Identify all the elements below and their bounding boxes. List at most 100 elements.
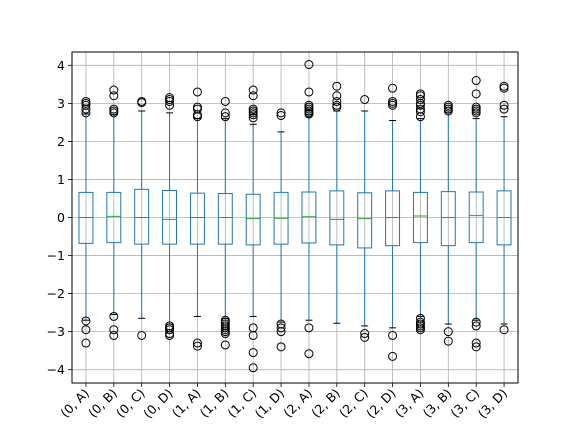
x-tick-label: (3, C) [447, 386, 482, 421]
outlier-point [499, 100, 509, 110]
outlier-point [471, 108, 481, 118]
outlier-point [192, 112, 202, 122]
y-tick-label: 1 [57, 172, 65, 187]
box-body [385, 190, 401, 247]
outlier-point [332, 91, 342, 101]
box-group [301, 60, 317, 359]
outlier-point [81, 104, 91, 114]
outlier-point [443, 106, 453, 116]
outlier-point [471, 89, 481, 99]
box-group [217, 96, 233, 350]
x-tick-label: (0, D) [140, 386, 176, 422]
outlier-point [332, 96, 342, 106]
outlier-point [276, 111, 286, 121]
box-body [106, 191, 122, 244]
outlier-point [471, 317, 481, 327]
outlier-point [276, 108, 286, 118]
outlier-point [165, 330, 175, 340]
box-group [496, 81, 512, 335]
outlier-point [109, 311, 119, 321]
outlier-point [248, 110, 258, 120]
x-tick-label: (3, D) [475, 386, 511, 422]
box-group [357, 95, 373, 342]
outlier-point [248, 330, 258, 340]
box-body [162, 189, 178, 245]
outlier-point [388, 351, 398, 361]
outlier-point [248, 348, 258, 358]
box-group [440, 100, 456, 346]
outlier-point [248, 113, 258, 123]
box-body [245, 193, 261, 246]
box-group [468, 76, 484, 352]
outlier-point [388, 83, 398, 93]
y-tick-label: −1 [47, 248, 65, 263]
outlier-point [304, 109, 314, 119]
outlier-point [109, 91, 119, 101]
outlier-point [248, 91, 258, 101]
outlier-point [415, 107, 425, 117]
outlier-point [276, 323, 286, 333]
outlier-point [388, 100, 398, 110]
x-tick-label: (3, B) [420, 386, 455, 421]
box-body [134, 188, 150, 245]
outlier-point [192, 338, 202, 348]
outlier-point [499, 325, 509, 335]
outlier-point [332, 102, 342, 112]
outlier-point [248, 85, 258, 95]
box-group [245, 85, 261, 373]
outlier-point [81, 325, 91, 335]
box-group [329, 81, 345, 324]
outlier-point [415, 95, 425, 105]
y-tick-label: −2 [47, 286, 65, 301]
outlier-point [499, 104, 509, 114]
box-body [412, 191, 428, 244]
outlier-point [248, 363, 258, 373]
box-body [189, 192, 205, 245]
outlier-point [471, 76, 481, 86]
outlier-point [415, 112, 425, 122]
box-body [301, 191, 317, 244]
outlier-point [304, 87, 314, 97]
box-group [78, 96, 94, 348]
outlier-point [109, 85, 119, 95]
box-group [273, 108, 289, 352]
box-group [385, 83, 401, 361]
x-tick-label: (1, D) [252, 386, 288, 422]
x-tick-label: (0, A) [57, 386, 92, 421]
outlier-point [220, 108, 230, 118]
outlier-point [415, 325, 425, 335]
x-tick-label: (0, C) [113, 386, 148, 421]
outlier-point [109, 108, 119, 118]
y-tick-label: 2 [57, 134, 65, 149]
box-marks [78, 60, 512, 373]
outlier-point [388, 330, 398, 340]
outlier-point [499, 83, 509, 93]
outlier-point [360, 95, 370, 105]
x-tick-label: (2, C) [336, 386, 371, 421]
outlier-point [415, 100, 425, 110]
outlier-point [81, 108, 91, 118]
outlier-point [220, 96, 230, 106]
outlier-point [165, 325, 175, 335]
outlier-point [443, 327, 453, 337]
box-group [134, 96, 150, 340]
outlier-point [304, 349, 314, 359]
box-group [189, 87, 205, 351]
outlier-point [220, 112, 230, 122]
outlier-point [471, 342, 481, 352]
y-tick-label: 3 [57, 96, 65, 111]
x-tick-label: (1, B) [197, 386, 232, 421]
x-tick-label: (1, A) [169, 386, 204, 421]
outlier-point [137, 98, 147, 108]
x-tick-label: (1, C) [224, 386, 259, 421]
x-tick-label: (3, A) [392, 386, 427, 421]
box-body [357, 192, 373, 249]
outlier-point [109, 330, 119, 340]
outlier-point [192, 87, 202, 97]
box-group [162, 93, 178, 340]
outlier-point [276, 327, 286, 337]
outlier-point [332, 81, 342, 91]
outlier-point [137, 330, 147, 340]
outlier-point [220, 340, 230, 350]
outlier-point [109, 325, 119, 335]
